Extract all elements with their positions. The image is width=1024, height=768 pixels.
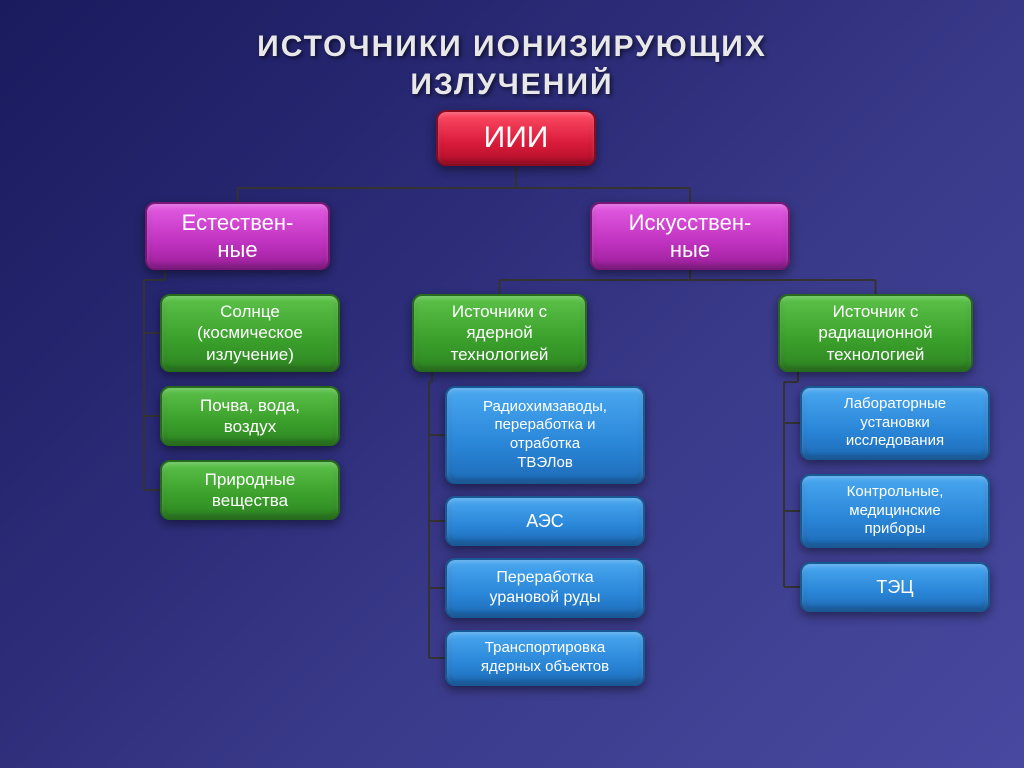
node-nat_3: Природныевещества bbox=[160, 460, 340, 520]
node-nuc_4: Транспортировкаядерных объектов bbox=[445, 630, 645, 686]
node-nuc_1: Радиохимзаводы,переработка иотработкаТВЭ… bbox=[445, 386, 645, 484]
node-nat_2: Почва, вода,воздух bbox=[160, 386, 340, 446]
title-line-2: ИЗЛУЧЕНИЙ bbox=[410, 68, 613, 101]
title-line-1: ИСТОЧНИКИ ИОНИЗИРУЮЩИХ bbox=[257, 30, 767, 63]
node-nuc_2: АЭС bbox=[445, 496, 645, 546]
node-rad_2: Контрольные,медицинскиеприборы bbox=[800, 474, 990, 548]
node-root: ИИИ bbox=[436, 110, 596, 166]
node-art_nuclear: Источники сядернойтехнологией bbox=[412, 294, 587, 372]
node-natural: Естествен-ные bbox=[145, 202, 330, 270]
node-nuc_3: Переработкаурановой руды bbox=[445, 558, 645, 618]
node-rad_3: ТЭЦ bbox=[800, 562, 990, 612]
node-art_radiation: Источник срадиационнойтехнологией bbox=[778, 294, 973, 372]
node-artificial: Искусствен-ные bbox=[590, 202, 790, 270]
diagram-title: ИСТОЧНИКИ ИОНИЗИРУЮЩИХ ИЗЛУЧЕНИЙ bbox=[0, 0, 1024, 103]
node-nat_1: Солнце(космическоеизлучение) bbox=[160, 294, 340, 372]
node-rad_1: Лабораторныеустановкиисследования bbox=[800, 386, 990, 460]
